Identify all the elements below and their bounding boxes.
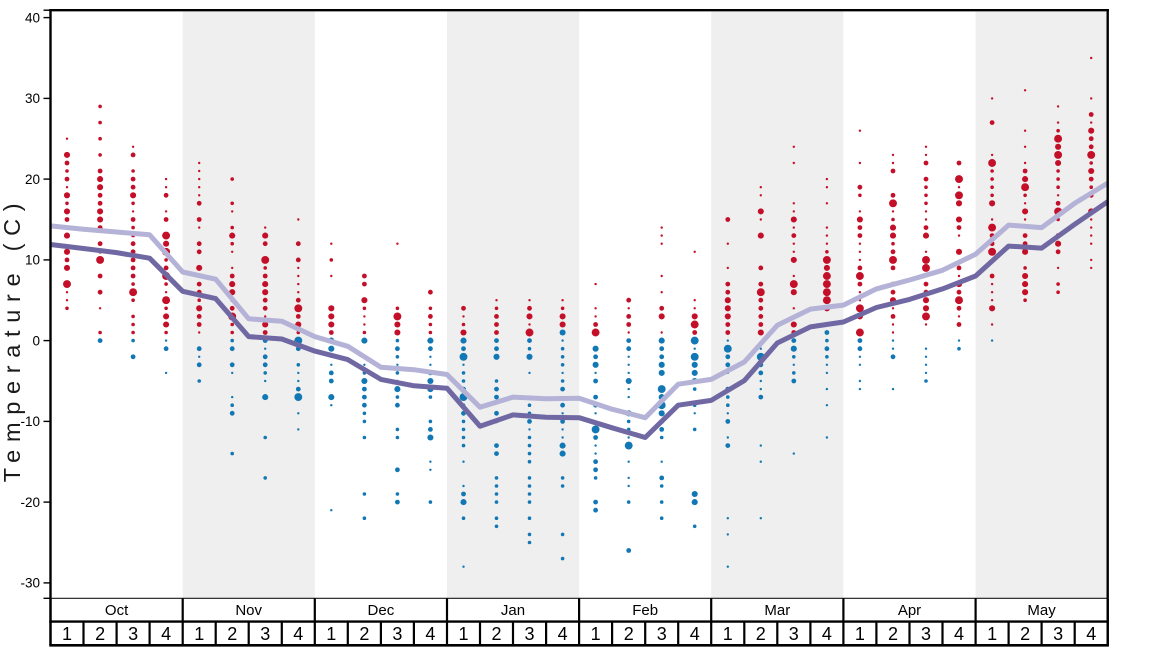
svg-text:2: 2 — [624, 624, 634, 644]
svg-text:1: 1 — [62, 624, 72, 644]
svg-text:Feb: Feb — [632, 602, 658, 619]
svg-text:4: 4 — [293, 624, 303, 644]
svg-text:1: 1 — [591, 624, 601, 644]
svg-text:4: 4 — [690, 624, 700, 644]
svg-text:40: 40 — [25, 10, 40, 25]
svg-text:3: 3 — [921, 624, 931, 644]
svg-text:2: 2 — [227, 624, 237, 644]
svg-text:0: 0 — [32, 333, 40, 348]
svg-text:Apr: Apr — [898, 602, 921, 619]
svg-text:4: 4 — [425, 624, 435, 644]
svg-text:2: 2 — [888, 624, 898, 644]
svg-text:1: 1 — [326, 624, 336, 644]
svg-text:Temperature (C): Temperature (C) — [0, 196, 25, 483]
svg-text:3: 3 — [657, 624, 667, 644]
svg-text:4: 4 — [954, 624, 964, 644]
svg-text:-20: -20 — [20, 495, 40, 510]
svg-text:3: 3 — [128, 624, 138, 644]
svg-text:4: 4 — [558, 624, 568, 644]
svg-text:1: 1 — [723, 624, 733, 644]
svg-text:-30: -30 — [20, 576, 40, 591]
svg-text:4: 4 — [822, 624, 832, 644]
svg-text:10: 10 — [25, 253, 40, 268]
svg-text:3: 3 — [524, 624, 534, 644]
svg-text:1: 1 — [194, 624, 204, 644]
svg-text:3: 3 — [260, 624, 270, 644]
svg-text:30: 30 — [25, 91, 40, 106]
svg-text:Oct: Oct — [105, 602, 129, 619]
svg-text:3: 3 — [1053, 624, 1063, 644]
svg-text:1: 1 — [987, 624, 997, 644]
svg-text:1: 1 — [855, 624, 865, 644]
svg-text:2: 2 — [491, 624, 501, 644]
svg-text:4: 4 — [161, 624, 171, 644]
svg-text:2: 2 — [756, 624, 766, 644]
svg-text:May: May — [1027, 602, 1056, 619]
svg-text:Jan: Jan — [501, 602, 525, 619]
svg-text:2: 2 — [95, 624, 105, 644]
svg-text:3: 3 — [392, 624, 402, 644]
svg-text:Dec: Dec — [368, 602, 395, 619]
svg-text:-10: -10 — [20, 414, 40, 429]
svg-text:20: 20 — [25, 172, 40, 187]
svg-text:1: 1 — [458, 624, 468, 644]
svg-text:Nov: Nov — [235, 602, 262, 619]
svg-text:2: 2 — [1020, 624, 1030, 644]
svg-text:3: 3 — [789, 624, 799, 644]
svg-text:4: 4 — [1086, 624, 1096, 644]
svg-text:Mar: Mar — [764, 602, 790, 619]
svg-text:2: 2 — [359, 624, 369, 644]
